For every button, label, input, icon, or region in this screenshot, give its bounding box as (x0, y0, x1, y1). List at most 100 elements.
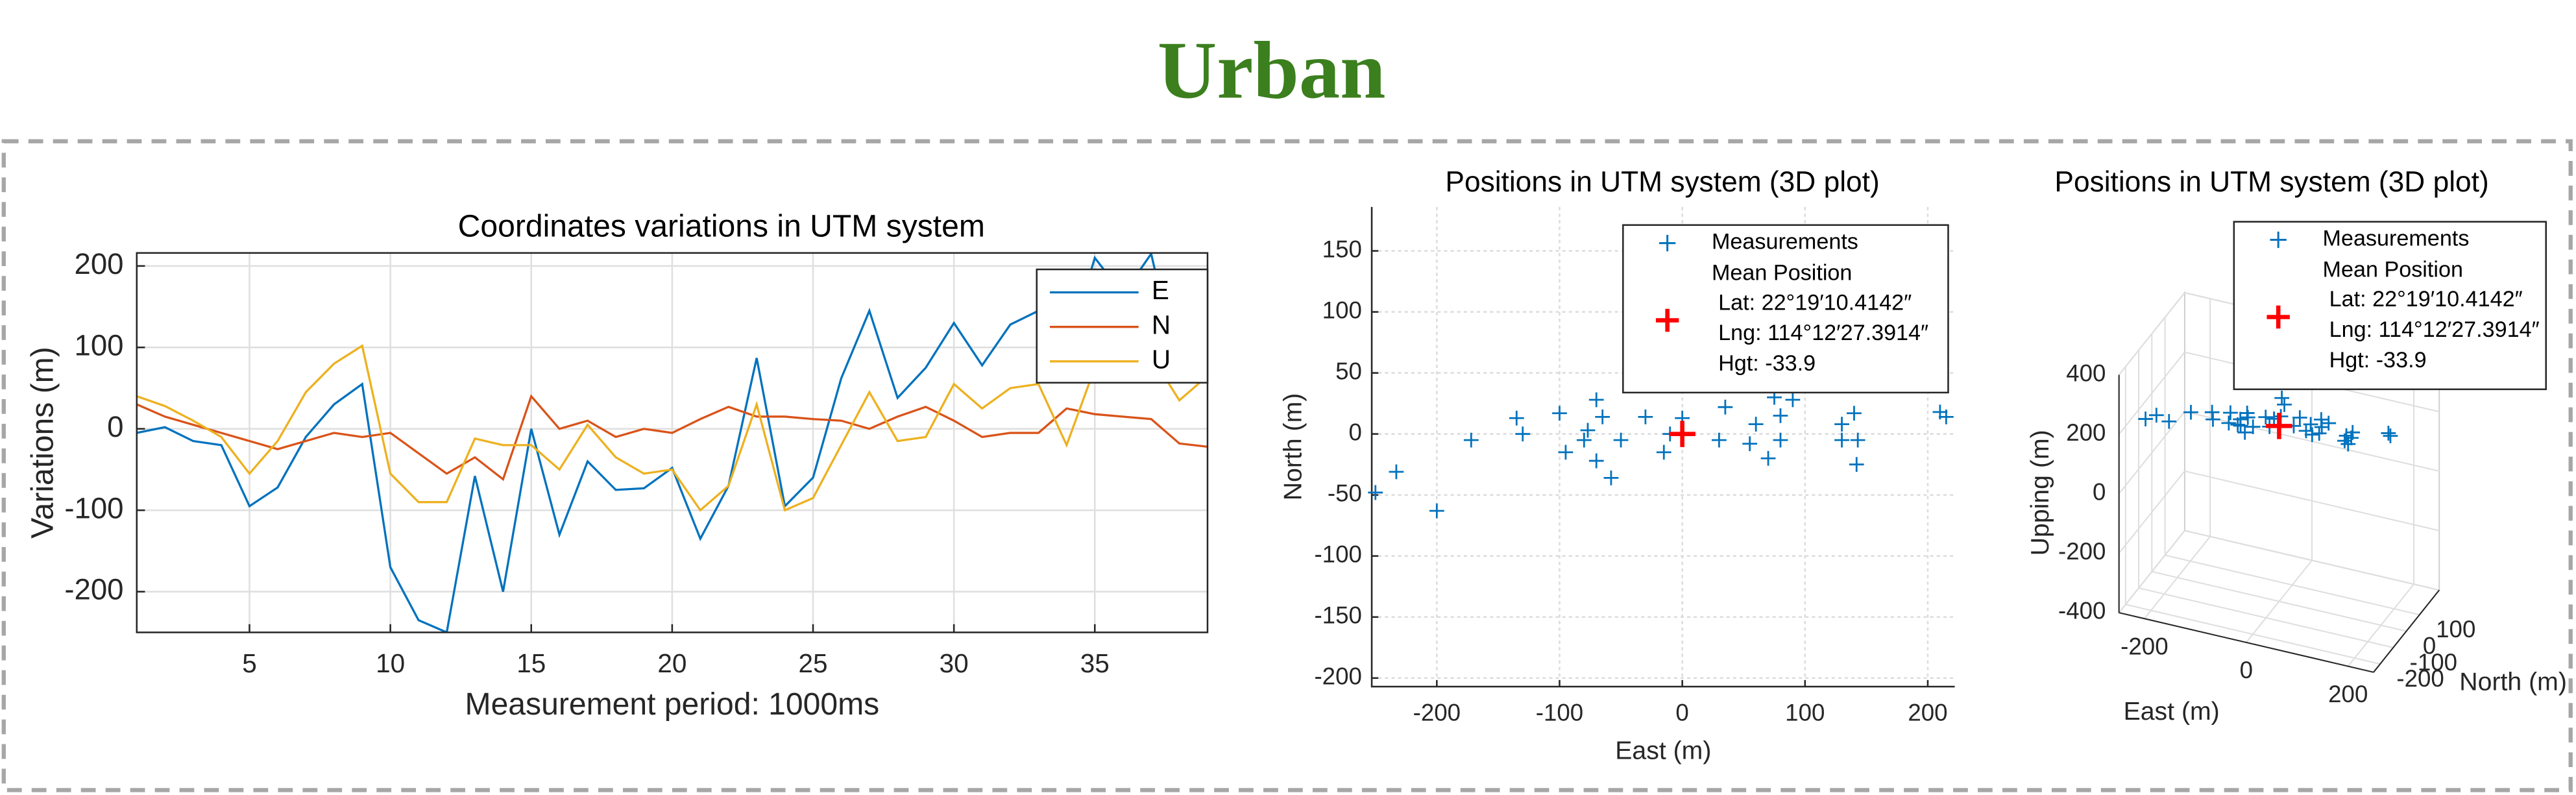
point (2381, 426, 2396, 441)
grid-line (2118, 292, 2185, 376)
point (2292, 410, 2307, 425)
x-tick-label: -100 (1536, 700, 1583, 726)
y-tick-label: -150 (1314, 602, 1361, 628)
z-tick-label: -400 (2058, 598, 2106, 624)
point (2340, 436, 2356, 452)
legend-label: E (1152, 275, 1169, 305)
legend-label: Lat: 22°19′10.4142″ (1718, 290, 1912, 315)
point (1580, 422, 1596, 438)
y-tick-label: -200 (2396, 665, 2444, 692)
point (1773, 432, 1788, 448)
y-tick-label: -200 (1314, 663, 1361, 689)
point (1834, 432, 1849, 448)
point (2304, 427, 2320, 443)
x-tick-label: 25 (798, 648, 827, 678)
point (1463, 432, 1479, 448)
x-tick-label: -200 (1413, 700, 1461, 726)
point (2148, 408, 2164, 423)
y-axis-label: North (m) (2459, 667, 2567, 696)
point (2223, 405, 2238, 421)
x-tick-label: 30 (940, 648, 969, 678)
data-line (136, 394, 1208, 482)
y-tick-label: -100 (2410, 649, 2457, 676)
legend-label: Mean Position (1712, 261, 1852, 286)
y-axis-label: Variations (m) (25, 347, 60, 539)
grid-line (2138, 587, 2394, 648)
y-tick-label: -200 (64, 573, 123, 606)
grid-line (2184, 530, 2440, 591)
z-tick-label: 0 (2093, 479, 2106, 506)
point (1656, 445, 1671, 460)
grid-line (2118, 530, 2185, 613)
grid-line (2152, 570, 2407, 632)
data-line (136, 252, 1208, 633)
legend-marker (2270, 231, 2287, 249)
grid-line (2125, 604, 2381, 665)
x-tick-label: 35 (1080, 648, 1110, 678)
axis-line (2373, 589, 2440, 673)
point (2337, 433, 2352, 448)
point (1773, 408, 1788, 423)
point (2314, 419, 2329, 435)
point (1638, 409, 1653, 424)
grid-line (2118, 411, 2185, 495)
mean-point (1669, 421, 1695, 447)
y-tick-label: 0 (1348, 419, 1361, 445)
point (1389, 464, 1404, 480)
point (1368, 485, 1383, 500)
point (1576, 432, 1592, 448)
point (1429, 503, 1444, 519)
point (1748, 417, 1764, 432)
x-tick-label: 15 (516, 648, 546, 678)
y-tick-label: 50 (1335, 358, 1362, 384)
point (1847, 406, 1862, 421)
point (2344, 430, 2359, 446)
point (2221, 415, 2237, 431)
point (1834, 417, 1849, 432)
legend-marker (2266, 305, 2290, 329)
point (1742, 436, 1758, 452)
point (1588, 392, 1604, 408)
data-line (136, 344, 1208, 512)
y-tick-label: 100 (1322, 297, 1362, 323)
x-tick-label: -200 (2120, 633, 2168, 659)
point (2258, 410, 2274, 425)
y-axis-label: North (m) (1278, 393, 1307, 501)
point (1603, 470, 1619, 485)
point (1595, 409, 1610, 424)
point (1558, 445, 1574, 460)
legend-label: Hgt: -33.9 (1718, 351, 1816, 376)
y-tick-label: 100 (2436, 616, 2475, 642)
y-tick-label: 150 (1322, 236, 1362, 262)
chart-title: Coordinates variations in UTM system (458, 209, 985, 244)
grid-line (2165, 554, 2420, 616)
y-tick-label: 0 (107, 410, 123, 443)
point (1849, 457, 1864, 472)
point (2277, 397, 2292, 412)
y-tick-label: 200 (75, 247, 124, 280)
point (2245, 419, 2261, 435)
x-tick-label: 5 (242, 648, 257, 678)
legend-label: Lat: 22°19′10.4142″ (2329, 287, 2523, 312)
point (2383, 428, 2398, 444)
y-tick-label: -50 (1328, 480, 1362, 506)
axes-frame (136, 252, 1209, 633)
axis-line (2119, 612, 2374, 673)
point (1515, 426, 1531, 442)
x-axis-label: Measurement period: 1000ms (465, 687, 880, 722)
page-title: Urban (1158, 25, 1386, 116)
legend-box (2233, 221, 2547, 391)
point (1613, 432, 1629, 448)
point (1552, 406, 1567, 421)
point (2183, 404, 2198, 420)
point (2205, 411, 2220, 427)
point (2161, 413, 2177, 429)
legend-label: U (1152, 345, 1171, 374)
axis-line (1370, 206, 1955, 688)
chart-title: Positions in UTM system (3D plot) (2054, 166, 2488, 198)
grid-line (2184, 470, 2440, 532)
point (1938, 409, 1954, 424)
point (1760, 450, 1776, 466)
legend-label: Measurements (2323, 226, 2470, 251)
